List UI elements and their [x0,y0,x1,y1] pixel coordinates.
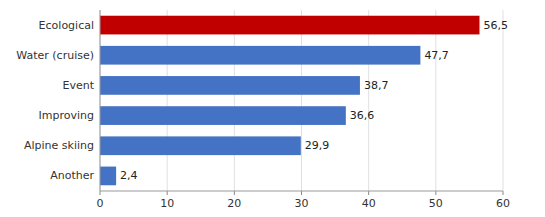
grid-line [234,10,235,191]
grid-line [368,10,369,191]
data-label: 47,7 [424,49,449,62]
tick-mark [368,191,369,195]
grid-line [503,10,504,191]
category-label: Water (cruise) [16,49,94,62]
tick-label: 0 [97,197,104,210]
grid-line [435,10,436,191]
tick-label: 60 [496,197,510,210]
grid-line [301,10,302,191]
category-label: Another [50,169,94,182]
tick-mark [167,191,168,195]
x-ticks: 0 10 20 30 40 50 60 [97,191,511,210]
tick-label: 50 [429,197,443,210]
tick-label: 40 [362,197,376,210]
tick-mark [234,191,235,195]
data-label: 56,5 [483,19,508,32]
category-label: Alpine skiing [24,139,94,152]
tick-mark [301,191,302,195]
x-axis-line [100,191,503,192]
tick-label: 20 [227,197,241,210]
data-label: 36,6 [350,109,375,122]
y-axis-line [100,10,101,191]
x-grid [100,10,503,191]
grid-line [167,10,168,191]
bars [100,16,479,186]
tick-mark [435,191,436,195]
chart-container: 0 10 20 30 40 50 60 Another Alpine skiing Improvi… [0,0,545,217]
bar [100,16,479,35]
bar [100,136,301,155]
data-label: 38,7 [364,79,389,92]
y-tick-labels: Another Alpine skiing Improving Event Water … [16,19,94,183]
chart-svg: 0 10 20 30 40 50 60 Another Alpine skiing Improvi… [0,0,545,217]
bar [100,106,346,125]
category-label: Improving [39,109,94,122]
bar [100,76,360,95]
category-label: Event [62,79,94,92]
data-labels: 2,4 29,9 36,6 38,7 47,7 56,5 [120,19,508,183]
category-label: Ecological [39,19,94,32]
data-label: 29,9 [305,139,330,152]
data-label: 2,4 [120,169,137,182]
grid-line [100,10,101,191]
tick-label: 30 [295,197,309,210]
tick-mark [100,191,101,195]
bar [100,46,420,65]
tick-label: 10 [160,197,174,210]
tick-mark [503,191,504,195]
bar [100,167,116,186]
